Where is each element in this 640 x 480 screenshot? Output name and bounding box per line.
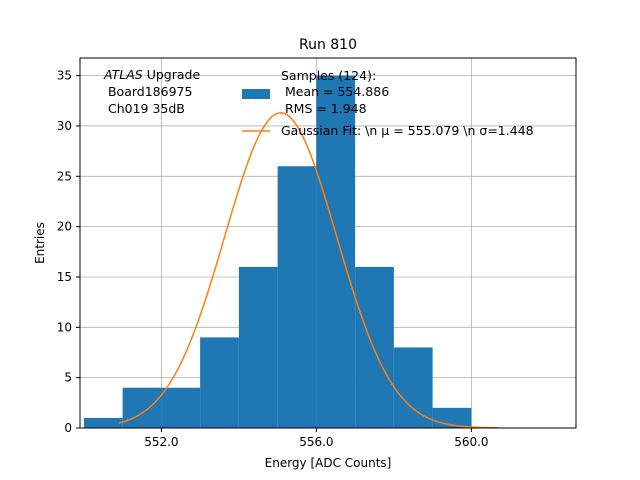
histogram-bars — [83, 75, 472, 428]
atlas-annotation: ATLAS Upgrade Board186975 Ch019 35dB — [103, 67, 200, 116]
legend-histogram-line-3: RMS = 1.948 — [281, 101, 367, 116]
axis-ticks: 552.0 556.0 560.0 0 5 10 15 20 25 30 35 — [57, 69, 489, 449]
y-axis-label: Entries — [33, 222, 47, 264]
annotation-line-3: Ch019 35dB — [104, 101, 185, 116]
annotation-line-1: ATLAS Upgrade — [103, 67, 200, 82]
annotation-atlas-italic: ATLAS — [103, 67, 143, 82]
histogram-bar-7 — [355, 266, 394, 428]
legend-fit-label: Gaussian Fit: \n μ = 555.079 \n σ=1.448 — [281, 123, 534, 138]
annotation-upgrade: Upgrade — [143, 67, 201, 82]
legend-histogram-line-1: Samples (124): — [281, 68, 376, 83]
y-tick-label-5: 25 — [57, 169, 72, 183]
y-tick-label-4: 20 — [57, 220, 72, 234]
histogram-bar-5 — [277, 166, 317, 428]
x-axis-label: Energy [ADC Counts] — [265, 456, 392, 470]
y-tick-label-0: 0 — [64, 421, 72, 435]
annotation-line-2: Board186975 — [104, 84, 192, 99]
y-tick-label-7: 35 — [57, 69, 72, 83]
legend-histogram-swatch — [242, 89, 270, 99]
x-tick-label-1: 556.0 — [299, 435, 333, 449]
histogram-bar-8 — [393, 347, 433, 428]
plot-frame — [79, 57, 577, 429]
histogram-bar-0 — [83, 417, 123, 428]
y-tick-label-6: 30 — [57, 119, 72, 133]
x-tick-label-2: 560.0 — [454, 435, 488, 449]
y-tick-label-3: 15 — [57, 270, 72, 284]
y-tick-label-2: 10 — [57, 320, 72, 334]
y-tick-label-1: 5 — [64, 371, 72, 385]
histogram-bar-6 — [316, 75, 356, 428]
legend-histogram-line-2: Mean = 554.886 — [281, 84, 389, 99]
legend: Samples (124): Mean = 554.886 RMS = 1.94… — [242, 68, 534, 138]
histogram-bar-1 — [122, 387, 162, 428]
chart-title: Run 810 — [299, 37, 357, 53]
histogram-bar-4 — [238, 266, 278, 428]
x-tick-label-0: 552.0 — [144, 435, 178, 449]
gaussian-fit-curve — [118, 112, 499, 429]
histogram-bar-3 — [200, 337, 239, 428]
histogram-bar-2 — [161, 387, 201, 428]
